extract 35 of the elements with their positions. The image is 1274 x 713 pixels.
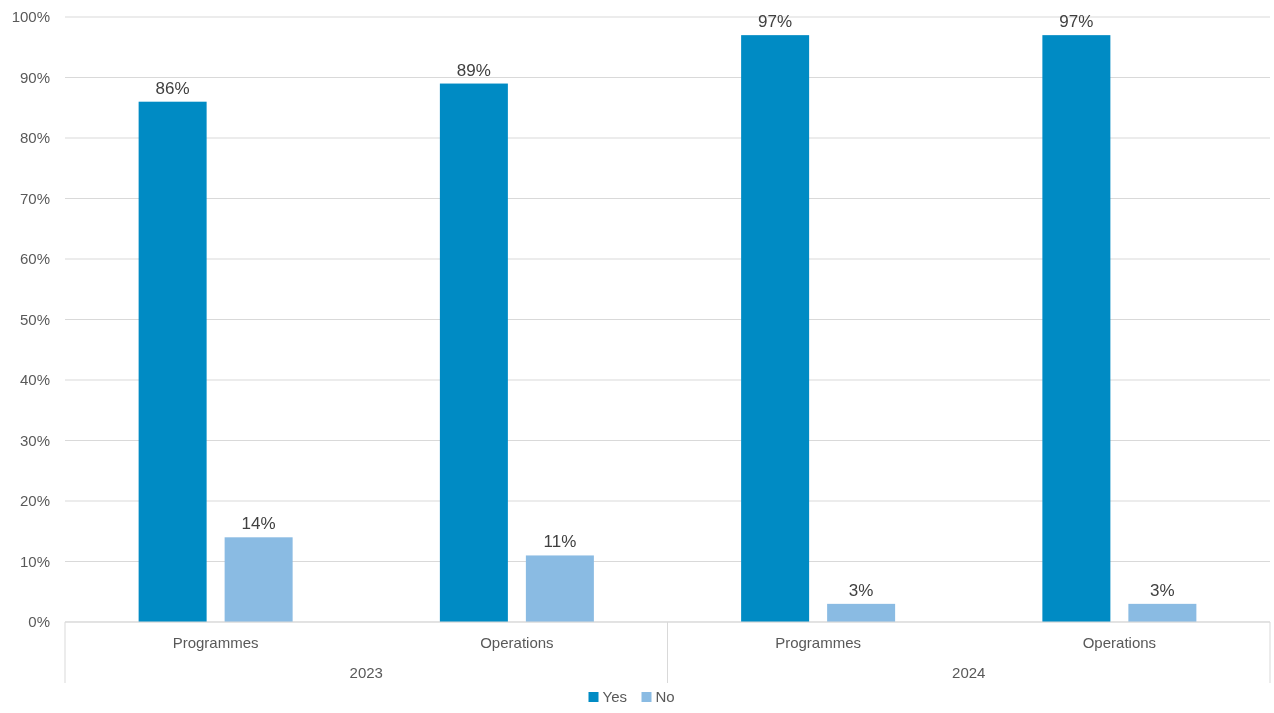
x-tick-label: Programmes (775, 634, 862, 651)
y-tick-label: 50% (19, 310, 50, 328)
text: 2023 (349, 664, 383, 681)
data-label: 3% (1150, 580, 1175, 600)
bar (525, 555, 594, 622)
data-label: 3% (848, 580, 874, 600)
bar (1042, 35, 1111, 622)
legend-label: No (655, 688, 675, 706)
x-tick-label: Operations (1082, 634, 1157, 651)
x-tick-label: Programmes (172, 634, 259, 651)
data-label: 97% (1059, 12, 1094, 32)
bar (138, 101, 207, 622)
bar (827, 603, 896, 622)
y-tick-label: 30% (19, 431, 50, 449)
text: 2024 (952, 664, 986, 681)
y-tick-label: 60% (19, 250, 50, 268)
data-label: 14% (241, 514, 276, 534)
y-tick-label: 90% (19, 68, 50, 86)
bar (224, 537, 293, 622)
x-tick-label: Operations (480, 634, 554, 651)
y-tick-label: 20% (19, 492, 50, 510)
bar (439, 83, 508, 622)
bar (741, 35, 810, 622)
y-tick-label: 40% (19, 371, 50, 389)
y-tick-label: 80% (19, 129, 50, 147)
data-label: 86% (155, 78, 190, 98)
data-label: 97% (758, 12, 793, 32)
data-label: 11% (543, 532, 577, 552)
y-tick-label: 0% (28, 613, 50, 631)
y-tick-label: 100% (11, 8, 50, 26)
y-tick-label: 70% (19, 189, 50, 207)
y-tick-label: 10% (19, 552, 50, 570)
data-label: 89% (456, 60, 491, 80)
bar (1128, 603, 1197, 622)
legend-label: Yes (602, 688, 627, 706)
